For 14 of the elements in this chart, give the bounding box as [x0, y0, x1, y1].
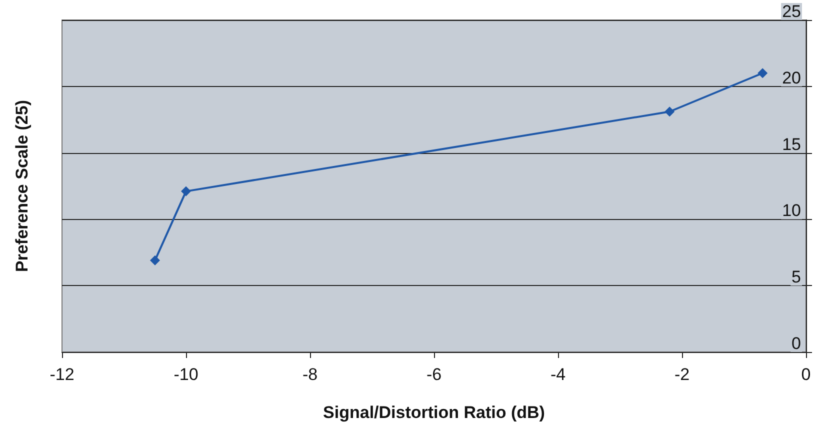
x-tick-label: -2	[674, 365, 690, 384]
x-tick-label: -6	[426, 365, 442, 384]
y-tick-label: 25	[782, 2, 801, 21]
y-tick-label: 0	[792, 334, 801, 353]
x-tick-label: -10	[174, 365, 198, 384]
y-tick-label: 5	[792, 268, 801, 287]
y-tick-label: 15	[782, 134, 801, 154]
y-tick-label: 20	[782, 68, 801, 88]
x-axis-title: Signal/Distortion Ratio (dB)	[323, 403, 545, 422]
y-tick-label: 10	[782, 201, 801, 220]
x-tick-label: -4	[550, 365, 566, 384]
x-tick-label: -8	[302, 365, 318, 384]
y-axis-title: Preference Scale (25)	[12, 100, 32, 272]
x-tick-label: -12	[50, 365, 74, 384]
